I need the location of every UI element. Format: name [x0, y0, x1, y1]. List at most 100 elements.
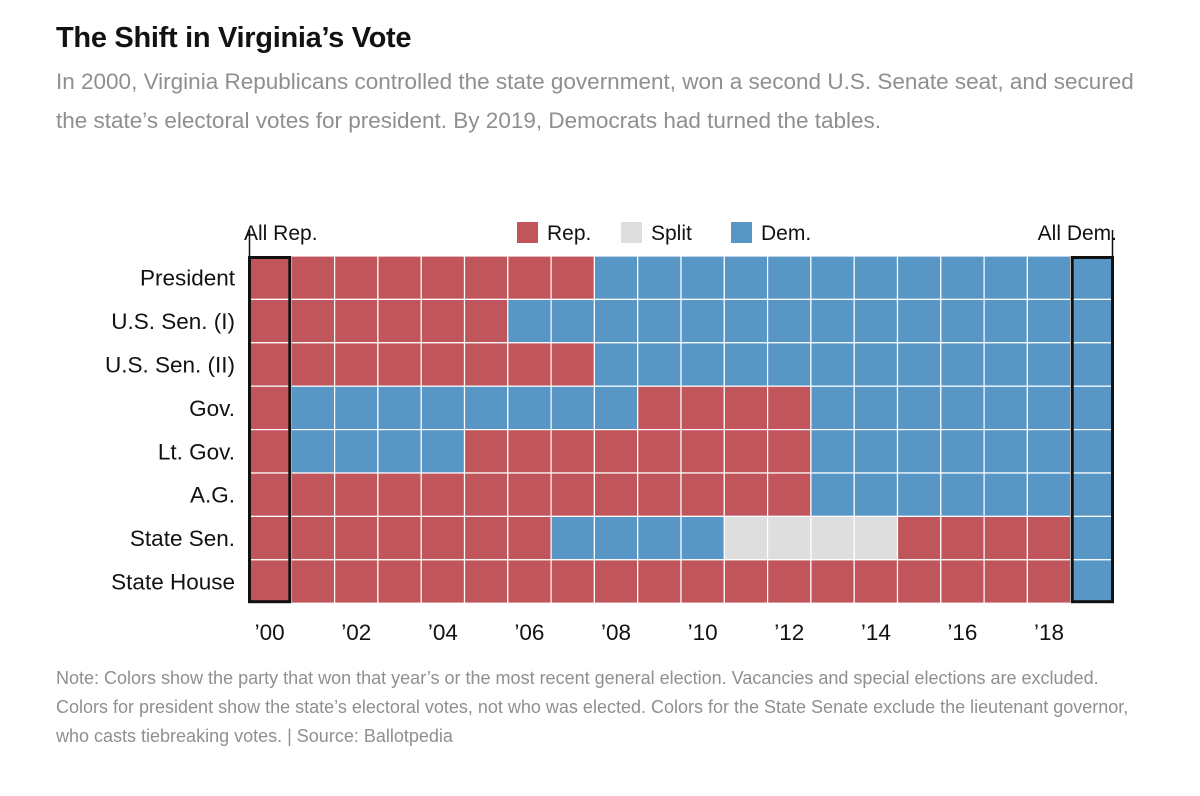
- cell-u-s-sen-i-2004: [420, 298, 466, 344]
- cell-a-g-2001: [290, 472, 336, 518]
- chart-subtitle: In 2000, Virginia Republicans controlled…: [56, 69, 1134, 133]
- cell-a-g-2004: [420, 472, 466, 518]
- cell-lt-gov-2002: [334, 429, 379, 474]
- x-tick-2000: ’00: [255, 620, 285, 645]
- cell-president-2018: [1026, 255, 1072, 301]
- cell-state-house-2017: [983, 559, 1028, 604]
- cell-state-house-2010: [680, 559, 725, 604]
- cell-state-sen-2019: [1070, 515, 1115, 561]
- cell-president-2012: [766, 255, 812, 301]
- cell-state-house-2016: [940, 559, 985, 604]
- legend-label-split: Split: [651, 222, 692, 245]
- cell-president-2002: [334, 255, 379, 301]
- cell-lt-gov-2019: [1070, 429, 1115, 474]
- cell-u-s-sen-i-2015: [896, 298, 942, 344]
- x-tick-2010: ’10: [688, 620, 718, 645]
- row-label-state-sen: State Sen.: [130, 526, 235, 551]
- cell-president-2017: [983, 255, 1028, 301]
- cell-a-g-2000: [247, 472, 292, 518]
- cell-a-g-2008: [593, 472, 639, 518]
- cell-gov-2019: [1070, 385, 1115, 431]
- cell-gov-2015: [896, 385, 942, 431]
- cell-gov-2000: [247, 385, 292, 431]
- cell-u-s-sen-ii-2009: [637, 342, 682, 387]
- cell-state-sen-2017: [983, 515, 1028, 561]
- highlight-columns: All Rep. All Dem.: [244, 222, 1117, 604]
- cell-gov-2011: [723, 385, 769, 431]
- cell-state-sen-2013: [810, 515, 855, 561]
- heatmap-cells: [247, 255, 1115, 604]
- cell-u-s-sen-i-2010: [680, 298, 725, 344]
- cell-u-s-sen-i-2016: [940, 298, 985, 344]
- chart-title: The Shift in Virginia’s Vote: [56, 22, 412, 54]
- row-label-u-s-sen-ii: U.S. Sen. (II): [105, 353, 235, 378]
- cell-lt-gov-2005: [463, 429, 509, 474]
- cell-state-house-2011: [723, 559, 769, 604]
- cell-president-2014: [853, 255, 899, 301]
- cell-u-s-sen-ii-2013: [810, 342, 855, 387]
- cell-state-house-2000: [247, 559, 292, 604]
- cell-u-s-sen-ii-2014: [853, 342, 899, 387]
- cell-lt-gov-2011: [723, 429, 769, 474]
- cell-gov-2001: [290, 385, 336, 431]
- cell-lt-gov-2004: [420, 429, 466, 474]
- cell-state-house-2019: [1070, 559, 1115, 604]
- row-label-state-house: State House: [111, 570, 235, 595]
- cell-u-s-sen-ii-2011: [723, 342, 769, 387]
- cell-state-sen-2005: [463, 515, 509, 561]
- highlight-outline-2019: [1070, 256, 1114, 604]
- cell-state-sen-2010: [680, 515, 725, 561]
- cell-a-g-2010: [680, 472, 725, 518]
- cell-state-sen-2015: [896, 515, 942, 561]
- cell-state-house-2004: [420, 559, 466, 604]
- legend-label-rep: Rep.: [547, 222, 591, 245]
- cell-state-house-2018: [1026, 559, 1072, 604]
- cell-lt-gov-2001: [290, 429, 336, 474]
- cell-a-g-2007: [550, 472, 595, 518]
- cell-gov-2006: [507, 385, 552, 431]
- cell-u-s-sen-i-2017: [983, 298, 1028, 344]
- cell-u-s-sen-i-2005: [463, 298, 509, 344]
- cell-president-2003: [377, 255, 422, 301]
- cell-a-g-2014: [853, 472, 899, 518]
- highlight-outline-2000: [248, 256, 292, 604]
- cell-a-g-2009: [637, 472, 682, 518]
- cell-lt-gov-2012: [766, 429, 812, 474]
- cell-president-2001: [290, 255, 336, 301]
- cell-u-s-sen-ii-2004: [420, 342, 466, 387]
- cell-gov-2008: [593, 385, 639, 431]
- cell-a-g-2013: [810, 472, 855, 518]
- legend-label-dem: Dem.: [761, 222, 811, 245]
- cell-gov-2017: [983, 385, 1028, 431]
- cell-lt-gov-2008: [593, 429, 639, 474]
- highlight-label-2000: All Rep.: [244, 222, 318, 245]
- cell-gov-2002: [334, 385, 379, 431]
- row-label-gov: Gov.: [189, 396, 235, 421]
- cell-state-sen-2008: [593, 515, 639, 561]
- cell-a-g-2015: [896, 472, 942, 518]
- cell-state-house-2014: [853, 559, 899, 604]
- cell-lt-gov-2018: [1026, 429, 1072, 474]
- cell-state-house-2007: [550, 559, 595, 604]
- row-label-a-g: A.G.: [190, 483, 235, 508]
- cell-a-g-2006: [507, 472, 552, 518]
- cell-u-s-sen-ii-2012: [766, 342, 812, 387]
- cell-president-2007: [550, 255, 595, 301]
- cell-state-house-2003: [377, 559, 422, 604]
- cell-state-house-2001: [290, 559, 336, 604]
- cell-state-sen-2004: [420, 515, 466, 561]
- cell-lt-gov-2013: [810, 429, 855, 474]
- cell-president-2016: [940, 255, 985, 301]
- row-label-u-s-sen-i: U.S. Sen. (I): [111, 309, 235, 334]
- cell-gov-2012: [766, 385, 812, 431]
- cell-a-g-2005: [463, 472, 509, 518]
- cell-gov-2016: [940, 385, 985, 431]
- row-label-lt-gov: Lt. Gov.: [158, 439, 235, 464]
- cell-lt-gov-2015: [896, 429, 942, 474]
- cell-state-sen-2002: [334, 515, 379, 561]
- row-labels: President U.S. Sen. (I) U.S. Sen. (II) Gov.…: [105, 266, 236, 595]
- cell-president-2006: [507, 255, 552, 301]
- cell-u-s-sen-ii-2015: [896, 342, 942, 387]
- cell-u-s-sen-ii-2008: [593, 342, 639, 387]
